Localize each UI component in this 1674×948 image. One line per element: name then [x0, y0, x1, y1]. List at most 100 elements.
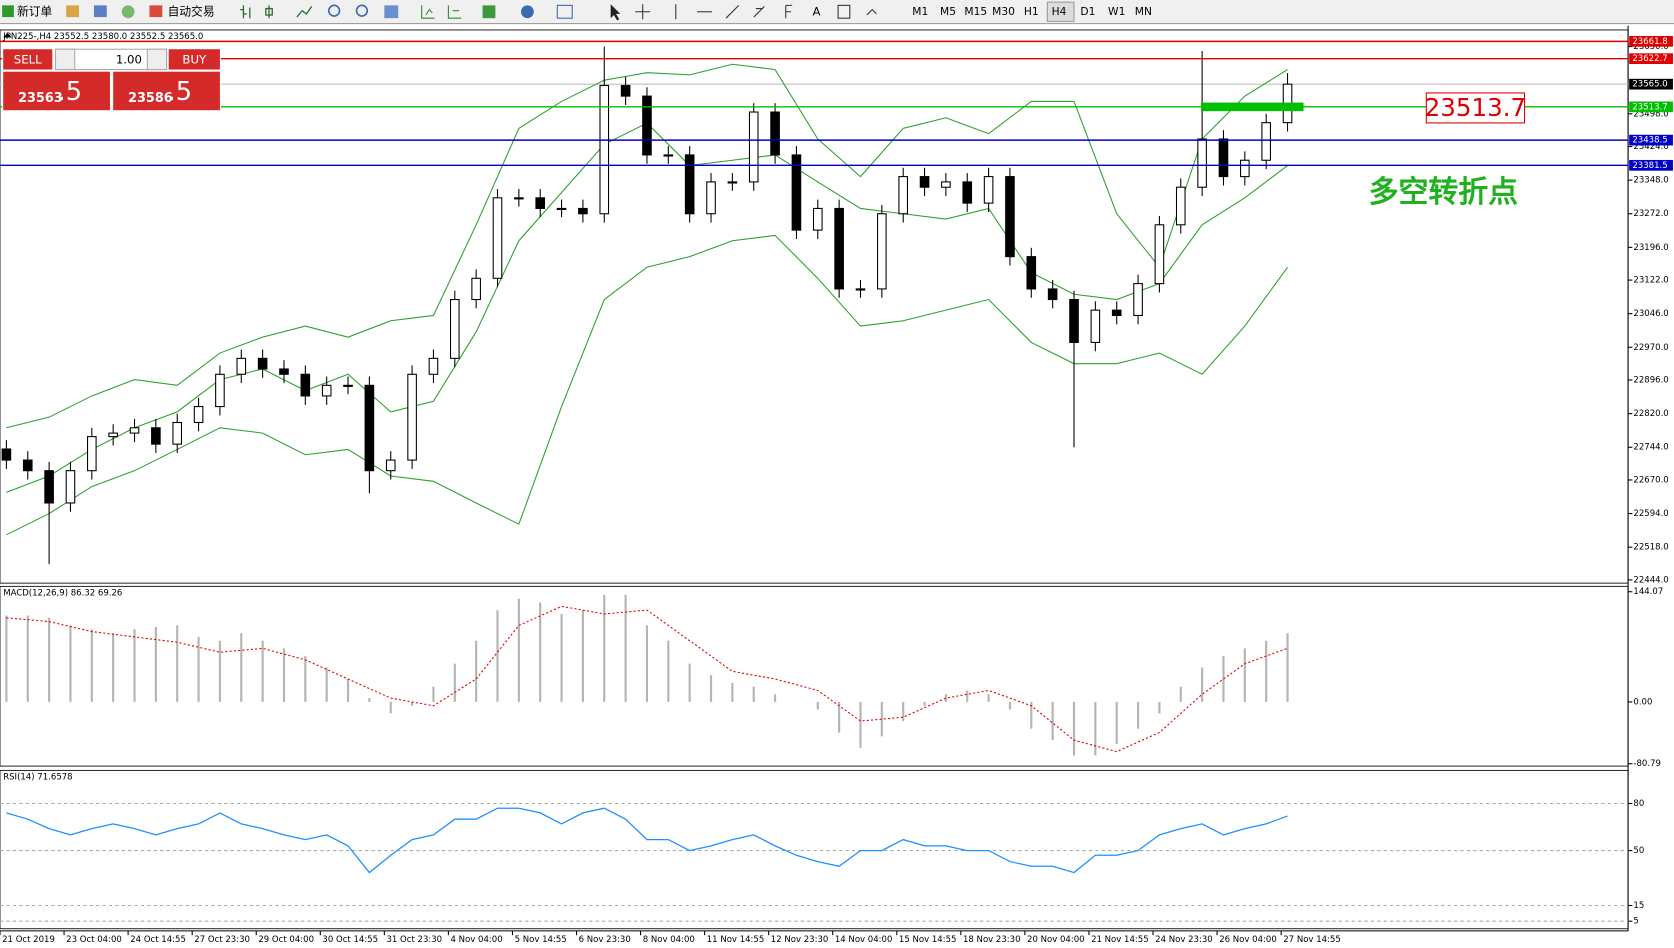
timeframe-button[interactable]: D1 [1080, 5, 1095, 18]
x-tick-label: 6 Nov 23:30 [579, 935, 631, 945]
y-tick-label: 23498.0 [1633, 109, 1668, 119]
text-tool[interactable]: A [812, 4, 820, 18]
y-tick-label: 5 [1633, 917, 1638, 927]
zoom-out-icon[interactable] [355, 4, 369, 17]
new-order-icon[interactable] [2, 5, 14, 18]
candle-body [1005, 176, 1015, 258]
tile-icon[interactable] [384, 5, 399, 19]
candle-body [236, 357, 247, 375]
candle-body [257, 357, 268, 370]
candle-body [449, 299, 460, 359]
zoom-in-icon[interactable] [328, 4, 341, 17]
line-chart-icon[interactable] [296, 6, 313, 18]
timeframe-button[interactable]: M15 [964, 5, 987, 18]
candle-body [87, 436, 97, 472]
lots-value[interactable]: 1.00 [116, 52, 142, 66]
indicators-icon[interactable] [482, 5, 496, 19]
tool-icon[interactable] [93, 5, 107, 18]
timeframe-button[interactable]: MN [1135, 5, 1152, 18]
x-tick-label: 29 Oct 04:00 [258, 935, 314, 945]
label-tool[interactable] [837, 4, 851, 19]
x-tick-label: 27 Oct 23:30 [194, 935, 250, 945]
candle-body [770, 111, 780, 156]
cursor-icon[interactable] [610, 4, 621, 21]
level-tag-label: 23622.7 [1632, 54, 1667, 64]
timeframe-button[interactable]: H1 [1024, 5, 1039, 18]
sell-button[interactable] [3, 49, 53, 70]
sell-price-box[interactable] [3, 71, 110, 111]
candle-body [898, 176, 908, 215]
x-tick-label: 12 Nov 23:30 [771, 935, 829, 945]
y-tick-label: 23424.0 [1633, 142, 1668, 152]
y-tick-label: 144.07 [1633, 587, 1663, 597]
crosshair-icon[interactable] [635, 4, 651, 20]
x-tick-label: 14 Nov 04:00 [835, 935, 893, 945]
candle-body [471, 277, 481, 301]
fibo-icon[interactable] [785, 4, 793, 19]
annotation-price: 23513.7 [1425, 93, 1527, 122]
level-tag-label: 23438.5 [1632, 136, 1667, 146]
autoscroll-icon[interactable] [421, 5, 435, 19]
candle-body [983, 176, 994, 204]
sell-label[interactable]: SELL [14, 52, 42, 66]
turning-point-bar [1201, 102, 1304, 112]
timeframe-button[interactable]: H4 [1052, 5, 1067, 18]
buy-label[interactable]: BUY [182, 52, 207, 66]
rsi-line [6, 807, 1288, 874]
trade-panel: SELL 1.00 BUY 23563 .5 23586 .5 [2, 48, 221, 112]
candle-body [1047, 288, 1058, 301]
buy-button[interactable] [168, 49, 220, 70]
candle-body [1069, 299, 1079, 343]
arrows-tool[interactable] [866, 8, 877, 16]
candle-body [343, 384, 353, 387]
x-tick-label: 31 Oct 23:30 [386, 935, 442, 945]
candle-body [1261, 122, 1271, 161]
auto-trading-button[interactable]: 自动交易 [168, 4, 215, 18]
y-tick-label: 22896.0 [1633, 376, 1668, 386]
bar-chart-icon[interactable] [240, 5, 251, 19]
lots-down[interactable] [54, 48, 76, 71]
buy-price-box[interactable] [113, 71, 220, 111]
current-price-label: 23565.0 [1632, 80, 1667, 90]
tool-icon[interactable] [121, 5, 135, 19]
candle-chart-icon[interactable] [265, 5, 273, 19]
toolbar: 新订单 自动交易 A [0, 0, 1674, 25]
sell-price-fraction[interactable]: .5 [58, 77, 82, 107]
candle-body [1218, 138, 1229, 178]
tool-icon[interactable] [66, 5, 80, 18]
templates-icon[interactable] [556, 4, 573, 19]
candle-body [279, 368, 289, 375]
candle-body [962, 181, 973, 204]
candle-body [22, 459, 33, 472]
shift-icon[interactable] [447, 5, 462, 19]
candle-body [941, 181, 951, 188]
candle-body [748, 111, 759, 183]
x-tick-label: 21 Oct 2019 [2, 935, 55, 945]
timeframe-button[interactable]: M5 [940, 5, 956, 18]
x-tick-label: 24 Nov 23:30 [1155, 935, 1213, 945]
y-tick-label: 23196.0 [1633, 243, 1668, 253]
y-tick-label: 22820.0 [1633, 409, 1668, 419]
buy-price[interactable]: 23586 [128, 91, 173, 106]
level-tag [1629, 53, 1673, 65]
symbol-arrow [3, 33, 12, 38]
periods-icon[interactable] [520, 5, 534, 19]
timeframe-button[interactable]: W1 [1108, 5, 1125, 18]
panel-title: JPN225-,H4 23552.5 23580.0 23552.5 23565… [2, 32, 203, 42]
candle-body [514, 197, 524, 200]
candle-body [215, 373, 225, 408]
timeframe-button[interactable]: M1 [912, 5, 928, 18]
lots-up[interactable] [146, 48, 168, 71]
x-tick-label: 27 Nov 14:55 [1283, 935, 1341, 945]
level-tag-label: 23513.7 [1632, 102, 1667, 112]
y-tick-label: 23272.0 [1633, 209, 1668, 219]
channel-icon[interactable] [753, 6, 765, 18]
auto-trading-icon[interactable] [149, 5, 163, 18]
sell-price[interactable]: 23563 [18, 91, 63, 106]
timeframe-button[interactable]: M30 [992, 5, 1015, 18]
buy-price-fraction[interactable]: .5 [168, 77, 192, 107]
candle-body [193, 406, 204, 424]
new-order-button[interactable]: 新订单 [17, 4, 52, 18]
trendline-icon[interactable] [725, 4, 740, 19]
